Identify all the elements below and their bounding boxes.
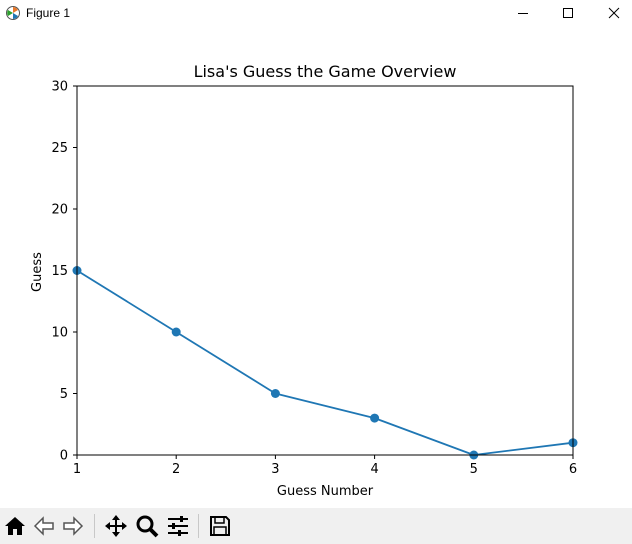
y-tick-label: 25 [51,141,68,156]
home-icon [5,517,25,535]
window-titlebar: Figure 1 [0,0,632,26]
maximize-button[interactable] [545,0,591,26]
configure-subplots-icon [168,516,188,536]
pan-button[interactable] [102,512,130,540]
minimize-icon [518,13,528,14]
zoom-icon [136,515,159,538]
y-tick-label: 10 [51,326,68,341]
window-title: Figure 1 [26,6,71,20]
home-button[interactable] [1,512,29,540]
x-tick-label: 4 [370,462,378,477]
figure-canvas[interactable]: Lisa's Guess the Game Overview Guess Num… [0,26,632,508]
minimize-button[interactable] [500,0,546,26]
close-button[interactable] [591,0,632,26]
y-tick-label: 20 [51,203,68,218]
configure-subplots-button[interactable] [164,512,192,540]
x-tick-label: 2 [172,462,180,477]
data-point [370,413,380,423]
back-button[interactable] [30,512,58,540]
back-arrow-icon [33,516,54,536]
axes-frame [76,85,574,456]
close-icon [608,7,620,19]
save-icon [210,516,230,536]
matplotlib-logo-icon [6,6,20,20]
x-axis-label: Guess Number [277,484,374,499]
chart-title: Lisa's Guess the Game Overview [194,62,457,81]
x-tick-label: 1 [73,462,81,477]
y-tick-label: 30 [51,80,68,95]
toolbar-separator [198,514,199,538]
x-tick-label: 3 [271,462,279,477]
pan-icon [105,515,127,537]
data-point [270,389,280,398]
zoom-button[interactable] [133,512,161,540]
data-point [171,327,181,337]
y-tick-label: 15 [51,264,68,279]
y-axis-label: Guess [30,252,45,292]
save-button[interactable] [206,512,234,540]
series-line [76,269,574,456]
navigation-toolbar [0,508,632,544]
y-tick-label: 5 [60,387,68,402]
forward-button[interactable] [59,512,87,540]
y-tick-label: 0 [60,449,68,464]
x-tick-label: 5 [470,462,478,477]
line-chart: Lisa's Guess the Game Overview Guess Num… [30,62,578,499]
forward-arrow-icon [63,516,84,536]
x-tick-label: 6 [569,462,577,477]
toolbar-separator [94,514,95,538]
maximize-icon [563,8,573,18]
